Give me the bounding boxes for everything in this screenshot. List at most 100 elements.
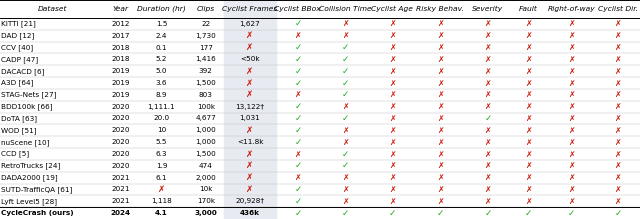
Text: ✗: ✗ <box>614 55 621 64</box>
Text: ✗: ✗ <box>342 102 348 111</box>
Text: ✗: ✗ <box>484 55 491 64</box>
Text: ✗: ✗ <box>436 138 444 147</box>
Text: ✗: ✗ <box>294 149 301 159</box>
Text: ✗: ✗ <box>436 126 444 135</box>
Text: ✗: ✗ <box>342 126 348 135</box>
Text: ✗: ✗ <box>568 78 575 88</box>
Text: 2021: 2021 <box>111 175 130 181</box>
Text: ✗: ✗ <box>436 185 444 194</box>
Text: ✗: ✗ <box>525 197 532 206</box>
Text: Right-of-way: Right-of-way <box>548 6 595 12</box>
Text: 1,500: 1,500 <box>195 151 216 157</box>
Text: Cyclist Dir.: Cyclist Dir. <box>598 6 638 12</box>
Text: ✓: ✓ <box>341 90 349 99</box>
Text: 1,500: 1,500 <box>195 80 216 86</box>
Text: 2019: 2019 <box>111 80 130 86</box>
Text: 2020: 2020 <box>111 139 130 145</box>
Text: ✓: ✓ <box>568 208 575 218</box>
Text: 436k: 436k <box>240 210 260 216</box>
Text: ✗: ✗ <box>614 173 621 182</box>
Text: ✗: ✗ <box>484 19 491 28</box>
Text: DoTA [63]: DoTA [63] <box>1 115 37 122</box>
Text: ✗: ✗ <box>389 43 396 52</box>
Text: ✗: ✗ <box>568 138 575 147</box>
Text: ✗: ✗ <box>484 173 491 182</box>
Text: Risky Behav.: Risky Behav. <box>416 6 464 12</box>
Text: ✗: ✗ <box>525 90 532 99</box>
Text: ✗: ✗ <box>525 138 532 147</box>
Text: <11.8k: <11.8k <box>237 139 263 145</box>
Text: ✗: ✗ <box>436 173 444 182</box>
Text: ✗: ✗ <box>389 102 396 111</box>
Text: ✗: ✗ <box>484 197 491 206</box>
Text: ✗: ✗ <box>389 161 396 170</box>
Text: 0.1: 0.1 <box>156 44 167 51</box>
Text: ✓: ✓ <box>614 208 621 218</box>
Text: 2020: 2020 <box>111 104 130 110</box>
Text: 6.3: 6.3 <box>156 151 167 157</box>
Text: 5.2: 5.2 <box>156 56 167 62</box>
Text: ✗: ✗ <box>525 78 532 88</box>
Text: ✗: ✗ <box>436 197 444 206</box>
Text: ✗: ✗ <box>568 173 575 182</box>
Text: ✓: ✓ <box>294 126 301 135</box>
Text: ✗: ✗ <box>568 31 575 40</box>
Text: ✗: ✗ <box>389 78 396 88</box>
Text: ✗: ✗ <box>568 67 575 76</box>
Text: ✗: ✗ <box>342 185 348 194</box>
Text: ✗: ✗ <box>342 19 348 28</box>
Text: 2020: 2020 <box>111 151 130 157</box>
Text: ✗: ✗ <box>294 31 301 40</box>
Text: 1,627: 1,627 <box>239 21 260 27</box>
Text: CCD [5]: CCD [5] <box>1 151 29 157</box>
Text: ✓: ✓ <box>294 19 301 28</box>
Text: 1.9: 1.9 <box>156 163 167 169</box>
Text: nuScene [10]: nuScene [10] <box>1 139 50 145</box>
Text: ✗: ✗ <box>525 55 532 64</box>
Text: ✗: ✗ <box>389 126 396 135</box>
Text: ✓: ✓ <box>341 161 349 170</box>
Text: ✗: ✗ <box>436 90 444 99</box>
Text: ✗: ✗ <box>389 149 396 159</box>
Text: ✗: ✗ <box>614 161 621 170</box>
Text: ✗: ✗ <box>614 19 621 28</box>
Text: ✗: ✗ <box>568 197 575 206</box>
Text: ✗: ✗ <box>246 43 253 52</box>
Text: ✓: ✓ <box>525 208 532 218</box>
Text: 2020: 2020 <box>111 163 130 169</box>
Text: DADA2000 [19]: DADA2000 [19] <box>1 174 58 181</box>
Text: ✗: ✗ <box>389 197 396 206</box>
Text: ✗: ✗ <box>436 19 444 28</box>
Text: ✗: ✗ <box>436 161 444 170</box>
Text: ✗: ✗ <box>246 126 253 135</box>
Text: Fault: Fault <box>519 6 538 12</box>
Text: A3D [64]: A3D [64] <box>1 80 34 86</box>
Text: ✗: ✗ <box>568 90 575 99</box>
Text: ✓: ✓ <box>341 78 349 88</box>
Text: ✗: ✗ <box>436 102 444 111</box>
Text: ✗: ✗ <box>568 114 575 123</box>
Text: 6.1: 6.1 <box>156 175 167 181</box>
Text: RetroTrucks [24]: RetroTrucks [24] <box>1 162 61 169</box>
Text: ✗: ✗ <box>614 102 621 111</box>
Text: ✗: ✗ <box>484 90 491 99</box>
Text: 2.4: 2.4 <box>156 33 167 39</box>
Text: 1,111.1: 1,111.1 <box>148 104 175 110</box>
Text: ✗: ✗ <box>246 149 253 159</box>
Text: ✗: ✗ <box>436 78 444 88</box>
Text: 10: 10 <box>157 127 166 133</box>
Text: 1,118: 1,118 <box>151 198 172 204</box>
Text: 2021: 2021 <box>111 198 130 204</box>
Text: ✗: ✗ <box>484 67 491 76</box>
Text: ✓: ✓ <box>341 208 349 218</box>
Text: ✗: ✗ <box>436 43 444 52</box>
Text: ✗: ✗ <box>246 161 253 170</box>
Text: ✗: ✗ <box>614 149 621 159</box>
Text: ✗: ✗ <box>246 31 253 40</box>
Text: 2019: 2019 <box>111 92 130 98</box>
Text: ✓: ✓ <box>294 114 301 123</box>
Text: ✓: ✓ <box>341 55 349 64</box>
Text: ✗: ✗ <box>484 149 491 159</box>
Text: ✓: ✓ <box>341 114 349 123</box>
Text: 100k: 100k <box>196 104 215 110</box>
